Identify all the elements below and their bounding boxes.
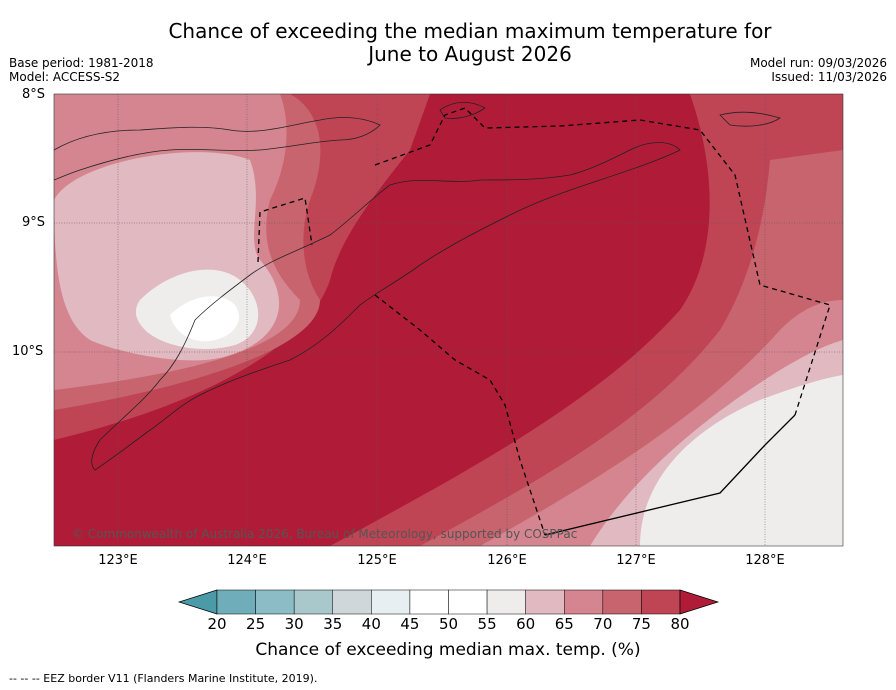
title-line-2: June to August 2026 — [368, 42, 572, 66]
wetar-coastline — [439, 101, 486, 119]
eez-border — [257, 107, 831, 536]
colorbar-segment — [641, 589, 681, 615]
lon-label-128e: 128°E — [745, 553, 785, 568]
colorbar-tick-label: 45 — [400, 615, 420, 633]
lat-label-10s: 10°S — [12, 344, 44, 359]
lat-label-8s: 8°S — [22, 87, 46, 102]
flores-coastline — [54, 117, 381, 181]
colorbar-tick-label: 20 — [207, 615, 227, 633]
band-45-50-centre — [170, 296, 239, 342]
base-period: Base period: 1981-2018 — [9, 56, 154, 70]
colorbar-tick-label: 40 — [361, 615, 381, 633]
meta-right: Model run: 09/03/2026 Issued: 11/03/2026 — [750, 56, 887, 84]
colorbar-label: Chance of exceeding median max. temp. (%… — [255, 640, 641, 660]
graticule — [54, 94, 843, 546]
model-name: Model: ACCESS-S2 — [9, 70, 121, 84]
map-frame — [53, 93, 844, 547]
colorbar-segment — [293, 589, 333, 615]
east-island-coastline — [719, 111, 781, 127]
eez-south-line — [374, 294, 546, 536]
eez-solid-south — [544, 414, 796, 536]
colorbar-tick-label: 75 — [631, 615, 651, 633]
probability-field — [54, 94, 843, 546]
lat-label-9s: 9°S — [22, 215, 46, 230]
colorbar-segment — [409, 589, 449, 615]
title-line-1: Chance of exceeding the median maximum t… — [168, 19, 772, 43]
lon-label-126e: 126°E — [487, 553, 527, 568]
colorbar-extend-low — [177, 589, 218, 615]
colorbar-tick-label: 65 — [554, 615, 574, 633]
eez-exclave-line — [257, 197, 313, 263]
colorbar-tick-label: 25 — [246, 615, 266, 633]
issued-date: Issued: 11/03/2026 — [771, 70, 887, 84]
meta-left: Base period: 1981-2018 Model: ACCESS-S2 — [9, 56, 154, 84]
colorbar-tick-label: 60 — [516, 615, 536, 633]
colorbar-segment — [255, 589, 295, 615]
colorbar — [177, 589, 720, 615]
eez-north-line — [374, 107, 831, 416]
lon-label-123e: 123°E — [98, 553, 138, 568]
colorbar-tick-label: 35 — [323, 615, 343, 633]
copyright-notice: © Commonwealth of Australia 2026, Bureau… — [72, 527, 578, 541]
map-title: Chance of exceeding the median maximum t… — [120, 20, 820, 66]
colorbar-segment — [486, 589, 526, 615]
colorbar-tick-label: 80 — [670, 615, 690, 633]
coastlines — [54, 101, 781, 471]
colorbar-segment — [564, 589, 604, 615]
timor-coastline — [91, 142, 681, 471]
colorbar-extend-high — [679, 589, 720, 615]
colorbar-segment — [448, 589, 488, 615]
colorbar-segment — [216, 589, 256, 615]
lon-label-125e: 125°E — [357, 553, 397, 568]
eez-footnote: -- -- -- EEZ border V11 (Flanders Marine… — [9, 672, 318, 685]
lon-label-127e: 127°E — [616, 553, 656, 568]
colorbar-tick-label: 50 — [438, 615, 459, 633]
colorbar-segment — [525, 589, 565, 615]
model-run: Model run: 09/03/2026 — [749, 56, 887, 70]
colorbar-segment — [371, 589, 411, 615]
colorbar-segment — [332, 589, 372, 615]
colorbar-tick-label: 70 — [593, 615, 613, 633]
lon-label-124e: 124°E — [227, 553, 267, 568]
colorbar-tick-label: 30 — [284, 615, 304, 633]
colorbar-segment — [602, 589, 642, 615]
colorbar-tick-label: 55 — [477, 615, 497, 633]
